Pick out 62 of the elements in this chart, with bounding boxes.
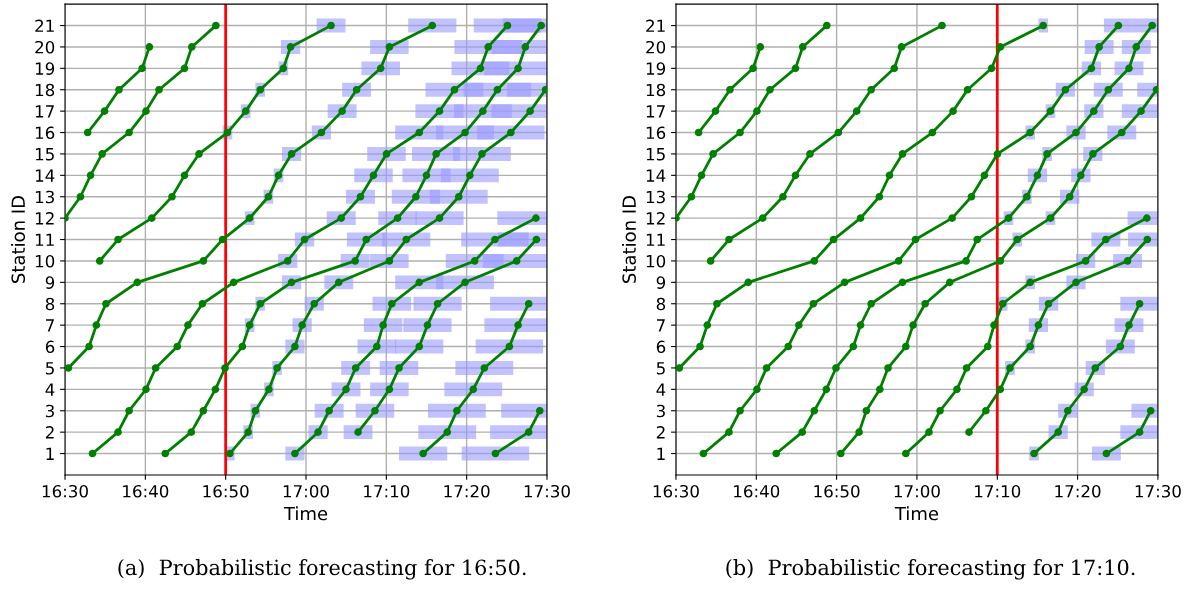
text: (a) Probabilistic forecasting for 16:50. xyxy=(118,559,526,580)
y-tick-label: 6 xyxy=(656,340,666,354)
y-tick-label: 4 xyxy=(656,383,666,396)
y-tick-label: 3 xyxy=(45,404,54,418)
y-axis-title: Station ID xyxy=(11,196,26,283)
y-tick-label: 7 xyxy=(656,319,665,332)
y-tick-label: 15 xyxy=(35,148,54,161)
y-tick-label: 14 xyxy=(35,169,55,182)
y-tick-label: 20 xyxy=(35,40,55,54)
x-tick-label: 17:10 xyxy=(364,484,410,498)
y-tick-label: 19 xyxy=(646,62,666,75)
y-tick-label: 18 xyxy=(35,83,55,97)
x-axis-title: Time xyxy=(283,506,328,521)
y-tick-label: 11 xyxy=(35,233,54,246)
y-tick-label: 2 xyxy=(45,426,54,439)
y-tick-label: 3 xyxy=(656,404,665,418)
x-tick-label: 17:00 xyxy=(894,484,940,498)
y-tick-label: 5 xyxy=(45,362,54,375)
y-tick-label: 10 xyxy=(35,254,55,268)
x-tick-label: 16:40 xyxy=(734,484,780,498)
y-tick-label: 21 xyxy=(35,19,54,32)
y-tick-label: 8 xyxy=(45,297,55,311)
y-tick-label: 14 xyxy=(646,169,666,182)
x-tick-label: 17:00 xyxy=(283,484,329,498)
y-tick-label: 17 xyxy=(35,105,54,118)
y-tick-label: 11 xyxy=(646,233,665,246)
x-tick-label: 17:20 xyxy=(444,484,490,498)
y-tick-label: 1 xyxy=(657,447,665,460)
y-tick-label: 2 xyxy=(656,426,665,439)
x-tick-label: 16:50 xyxy=(203,484,249,498)
x-axis-title: Time xyxy=(894,506,939,521)
y-tick-label: 19 xyxy=(35,62,55,75)
y-tick-label: 21 xyxy=(646,19,665,32)
y-tick-label: 9 xyxy=(656,276,666,289)
y-tick-label: 16 xyxy=(35,126,55,140)
y-tick-label: 4 xyxy=(45,383,55,396)
y-tick-label: 15 xyxy=(646,148,665,161)
text: (b) Probabilistic forecasting for 17:10. xyxy=(726,559,1135,580)
y-tick-label: 8 xyxy=(656,297,666,311)
y-tick-label: 16 xyxy=(646,126,666,140)
y-tick-label: 12 xyxy=(35,212,54,225)
x-tick-label: 17:10 xyxy=(975,484,1021,498)
y-tick-label: 13 xyxy=(646,190,665,204)
y-tick-label: 5 xyxy=(656,362,665,375)
y-tick-label: 6 xyxy=(45,340,55,354)
y-tick-label: 7 xyxy=(46,319,54,332)
x-tick-label: 17:30 xyxy=(524,484,570,498)
y-tick-label: 20 xyxy=(646,40,666,54)
y-tick-label: 10 xyxy=(646,254,666,268)
x-tick-label: 16:30 xyxy=(653,484,699,498)
x-tick-label: 17:20 xyxy=(1055,484,1101,498)
x-tick-label: 16:30 xyxy=(42,484,88,498)
y-tick-label: 17 xyxy=(646,105,665,118)
y-tick-label: 1 xyxy=(46,447,54,460)
x-tick-label: 16:50 xyxy=(814,484,860,498)
y-tick-label: 12 xyxy=(646,212,665,225)
y-tick-label: 13 xyxy=(35,190,54,204)
y-tick-label: 18 xyxy=(646,83,666,97)
y-axis-title: Station ID xyxy=(621,196,636,283)
y-tick-label: 9 xyxy=(45,276,55,289)
x-tick-label: 16:40 xyxy=(123,484,169,498)
x-tick-label: 17:30 xyxy=(1135,484,1181,498)
